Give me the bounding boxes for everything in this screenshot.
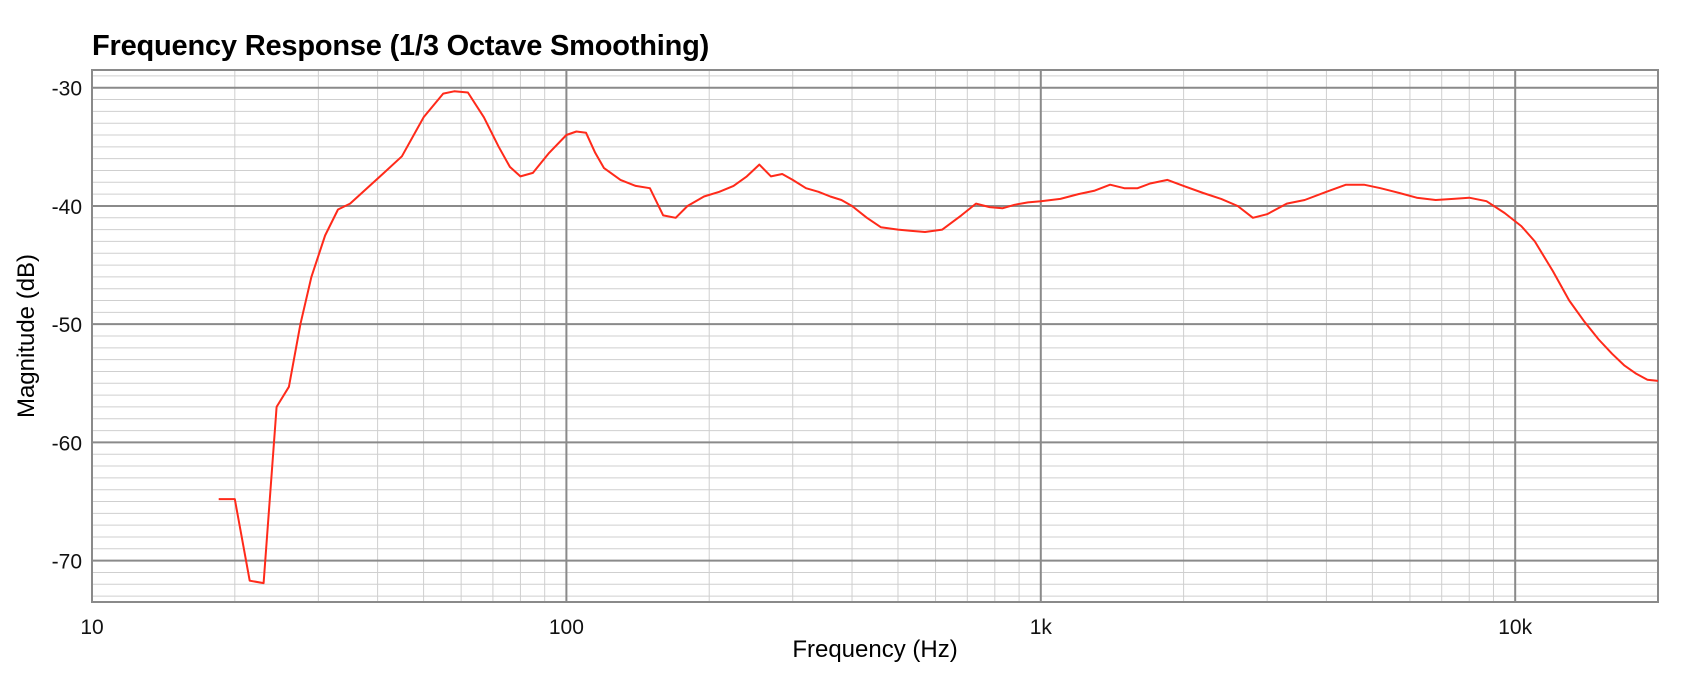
- y-axis-label: Magnitude (dB): [13, 254, 40, 418]
- minor-grid-vertical: [234, 70, 1494, 602]
- chart-title: Frequency Response (1/3 Octave Smoothing…: [92, 30, 710, 62]
- y-tick-label: -50: [52, 314, 82, 337]
- x-tick-label: 100: [549, 616, 584, 639]
- minor-grid-horizontal: [92, 75, 1658, 597]
- x-tick-label: 1k: [1030, 616, 1053, 639]
- x-tick-label: 10: [80, 616, 103, 639]
- x-axis-label: Frequency (Hz): [792, 636, 957, 663]
- y-tick-label: -70: [52, 551, 82, 574]
- y-tick-label: -30: [52, 78, 82, 101]
- y-tick-labels: -30 -40 -50 -60 -70: [52, 78, 82, 574]
- x-tick-label: 10k: [1498, 616, 1532, 639]
- y-tick-label: -60: [52, 432, 82, 455]
- plot-frame: [91, 69, 1659, 603]
- series-line: [218, 90, 1659, 585]
- major-grid: [92, 70, 1658, 602]
- x-tick-labels: 10 100 1k 10k: [80, 616, 1532, 639]
- y-tick-label: -40: [52, 196, 82, 219]
